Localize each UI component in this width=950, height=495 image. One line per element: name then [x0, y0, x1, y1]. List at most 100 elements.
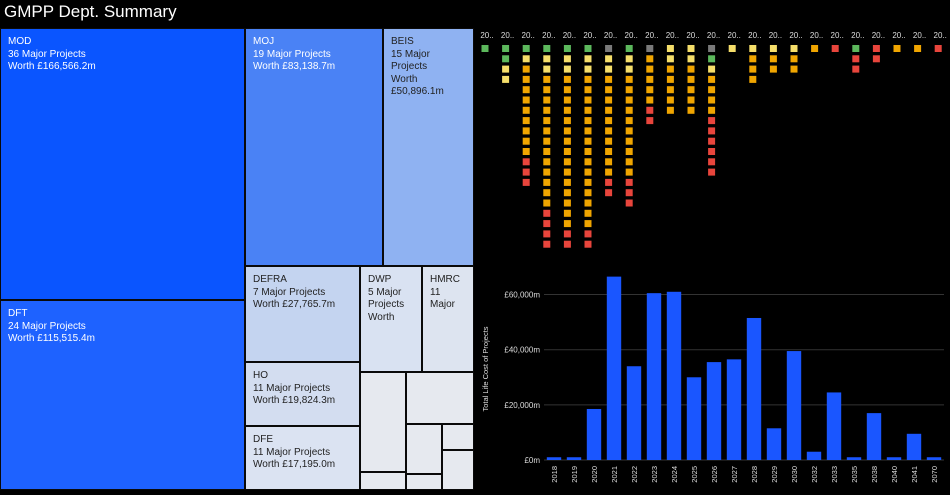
- project-rating-dot[interactable]: [543, 117, 551, 125]
- project-rating-dot[interactable]: [543, 137, 551, 145]
- treemap-tile-hmrc[interactable]: HMRC 11 Major: [422, 266, 474, 372]
- bar-2025[interactable]: [686, 377, 702, 460]
- bar-2032[interactable]: [806, 451, 822, 460]
- project-rating-dot[interactable]: [543, 86, 551, 94]
- project-rating-dot[interactable]: [584, 158, 592, 166]
- project-rating-dot[interactable]: [625, 106, 633, 114]
- project-rating-dot[interactable]: [708, 96, 716, 104]
- project-rating-dot[interactable]: [563, 127, 571, 135]
- project-rating-dot[interactable]: [502, 45, 510, 52]
- project-rating-dot[interactable]: [666, 75, 674, 83]
- project-rating-dot[interactable]: [625, 137, 633, 145]
- project-rating-dot[interactable]: [563, 189, 571, 197]
- project-rating-dot[interactable]: [584, 86, 592, 94]
- project-rating-dot[interactable]: [749, 45, 757, 52]
- project-rating-dot[interactable]: [605, 127, 613, 135]
- project-rating-dot[interactable]: [728, 45, 736, 52]
- treemap-tile-dft[interactable]: DFT 24 Major Projects Worth £115,515.4m: [0, 300, 245, 490]
- project-rating-dot[interactable]: [666, 65, 674, 73]
- project-rating-dot[interactable]: [790, 65, 798, 73]
- project-rating-dot[interactable]: [811, 45, 819, 52]
- project-rating-dot[interactable]: [646, 45, 654, 52]
- project-rating-dot[interactable]: [502, 55, 510, 63]
- project-rating-dot[interactable]: [502, 65, 510, 73]
- project-rating-dot[interactable]: [563, 117, 571, 125]
- project-rating-dot[interactable]: [708, 106, 716, 114]
- project-rating-dot[interactable]: [687, 75, 695, 83]
- project-rating-dot[interactable]: [522, 158, 530, 166]
- project-rating-dot[interactable]: [543, 199, 551, 207]
- project-rating-dot[interactable]: [914, 45, 922, 52]
- project-rating-dot[interactable]: [584, 127, 592, 135]
- project-rating-dot[interactable]: [584, 137, 592, 145]
- project-rating-dot[interactable]: [584, 55, 592, 63]
- project-rating-dot[interactable]: [543, 240, 551, 248]
- treemap-tile-mod[interactable]: MOD 36 Major Projects Worth £166,566.2m: [0, 28, 245, 300]
- project-rating-dot[interactable]: [687, 45, 695, 52]
- project-rating-dot[interactable]: [749, 75, 757, 83]
- project-rating-dot[interactable]: [502, 75, 510, 83]
- project-rating-dot[interactable]: [563, 168, 571, 176]
- project-rating-dot[interactable]: [543, 178, 551, 186]
- project-rating-dot[interactable]: [522, 106, 530, 114]
- project-rating-dot[interactable]: [625, 148, 633, 155]
- treemap-tile-moj[interactable]: MOJ 19 Major Projects Worth £83,138.7m: [245, 28, 383, 266]
- project-rating-dot[interactable]: [563, 75, 571, 83]
- project-rating-dot[interactable]: [625, 96, 633, 104]
- treemap-tile-defra[interactable]: DEFRA 7 Major Projects Worth £27,765.7m: [245, 266, 360, 362]
- project-rating-dot[interactable]: [522, 86, 530, 94]
- project-rating-dot[interactable]: [646, 55, 654, 63]
- project-rating-dot[interactable]: [584, 220, 592, 228]
- bar-2027[interactable]: [726, 359, 742, 460]
- bar-2070[interactable]: [926, 457, 942, 460]
- project-rating-dot[interactable]: [852, 65, 860, 73]
- project-rating-dot[interactable]: [584, 168, 592, 176]
- project-rating-dot[interactable]: [563, 137, 571, 145]
- project-rating-dot[interactable]: [605, 65, 613, 73]
- project-rating-dot[interactable]: [605, 45, 613, 52]
- project-rating-dot[interactable]: [872, 55, 880, 63]
- treemap-tile-dfe[interactable]: DFE 11 Major Projects Worth £17,195.0m: [245, 426, 360, 490]
- project-rating-dot[interactable]: [543, 209, 551, 217]
- project-rating-dot[interactable]: [522, 75, 530, 83]
- project-rating-dot[interactable]: [852, 45, 860, 52]
- project-rating-dot[interactable]: [687, 86, 695, 94]
- project-rating-dot[interactable]: [646, 117, 654, 125]
- project-rating-dot[interactable]: [584, 45, 592, 52]
- project-rating-dot[interactable]: [934, 45, 942, 52]
- project-rating-dot[interactable]: [563, 148, 571, 155]
- project-rating-dot[interactable]: [543, 230, 551, 238]
- project-rating-dot[interactable]: [666, 55, 674, 63]
- project-rating-dot[interactable]: [563, 230, 571, 238]
- project-rating-dot[interactable]: [522, 96, 530, 104]
- project-rating-dot[interactable]: [543, 65, 551, 73]
- project-rating-dot[interactable]: [481, 45, 489, 52]
- project-rating-dot[interactable]: [708, 148, 716, 155]
- project-rating-dot[interactable]: [790, 55, 798, 63]
- project-rating-dot[interactable]: [708, 117, 716, 125]
- bar-2028[interactable]: [746, 317, 762, 460]
- project-rating-dot[interactable]: [708, 127, 716, 135]
- project-rating-dot[interactable]: [522, 65, 530, 73]
- project-rating-dot[interactable]: [605, 96, 613, 104]
- bar-2038[interactable]: [866, 413, 882, 460]
- project-rating-dot[interactable]: [543, 168, 551, 176]
- treemap-tile-dwp[interactable]: DWP 5 Major Projects Worth: [360, 266, 422, 372]
- project-rating-dot[interactable]: [605, 75, 613, 83]
- project-rating-dot[interactable]: [625, 189, 633, 197]
- project-rating-dot[interactable]: [666, 86, 674, 94]
- project-rating-dot[interactable]: [563, 158, 571, 166]
- project-rating-dot[interactable]: [708, 45, 716, 52]
- project-rating-dot[interactable]: [522, 168, 530, 176]
- project-rating-dot[interactable]: [584, 106, 592, 114]
- bar-2021[interactable]: [606, 276, 622, 460]
- project-rating-dot[interactable]: [563, 65, 571, 73]
- project-rating-dot[interactable]: [769, 65, 777, 73]
- bar-2020[interactable]: [586, 408, 602, 460]
- bar-2019[interactable]: [566, 457, 582, 460]
- project-rating-dot[interactable]: [625, 75, 633, 83]
- project-rating-dot[interactable]: [625, 86, 633, 94]
- project-rating-dot[interactable]: [708, 65, 716, 73]
- project-rating-dot[interactable]: [543, 158, 551, 166]
- treemap-tile-beis[interactable]: BEIS 15 Major Projects Worth £50,896.1m: [383, 28, 474, 266]
